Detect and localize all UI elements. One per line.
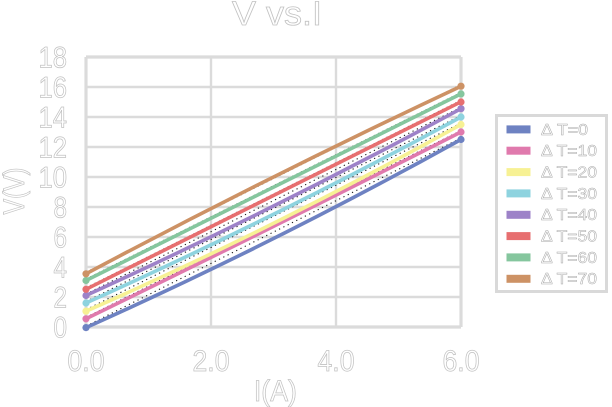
svg-text:18: 18 <box>39 42 68 75</box>
svg-text:6: 6 <box>54 222 68 255</box>
svg-text:2: 2 <box>54 282 68 315</box>
svg-text:10: 10 <box>39 162 68 195</box>
svg-text:V(V): V(V) <box>0 168 31 215</box>
svg-text:0.0: 0.0 <box>68 345 105 378</box>
svg-text:8: 8 <box>54 192 68 225</box>
svg-text:Δ T=30: Δ T=30 <box>541 186 597 203</box>
svg-text:Δ T=50: Δ T=50 <box>541 229 597 246</box>
svg-text:Δ T=0: Δ T=0 <box>541 122 588 139</box>
svg-text:Δ T=40: Δ T=40 <box>541 207 597 224</box>
svg-text:6.0: 6.0 <box>443 345 480 378</box>
svg-text:Δ T=70: Δ T=70 <box>541 271 597 288</box>
svg-text:I(A): I(A) <box>254 375 297 407</box>
svg-text:14: 14 <box>39 102 68 135</box>
svg-text:Δ T=60: Δ T=60 <box>541 250 597 267</box>
svg-text:16: 16 <box>39 72 68 105</box>
svg-text:12: 12 <box>39 132 68 165</box>
svg-text:4: 4 <box>54 252 68 285</box>
svg-text:4.0: 4.0 <box>318 345 355 378</box>
svg-text:Δ T=10: Δ T=10 <box>541 143 597 160</box>
svg-text:Δ T=20: Δ T=20 <box>541 165 597 182</box>
svg-text:0: 0 <box>54 312 68 345</box>
svg-text:V vs.I: V vs.I <box>232 0 322 33</box>
svg-text:2.0: 2.0 <box>193 345 230 378</box>
